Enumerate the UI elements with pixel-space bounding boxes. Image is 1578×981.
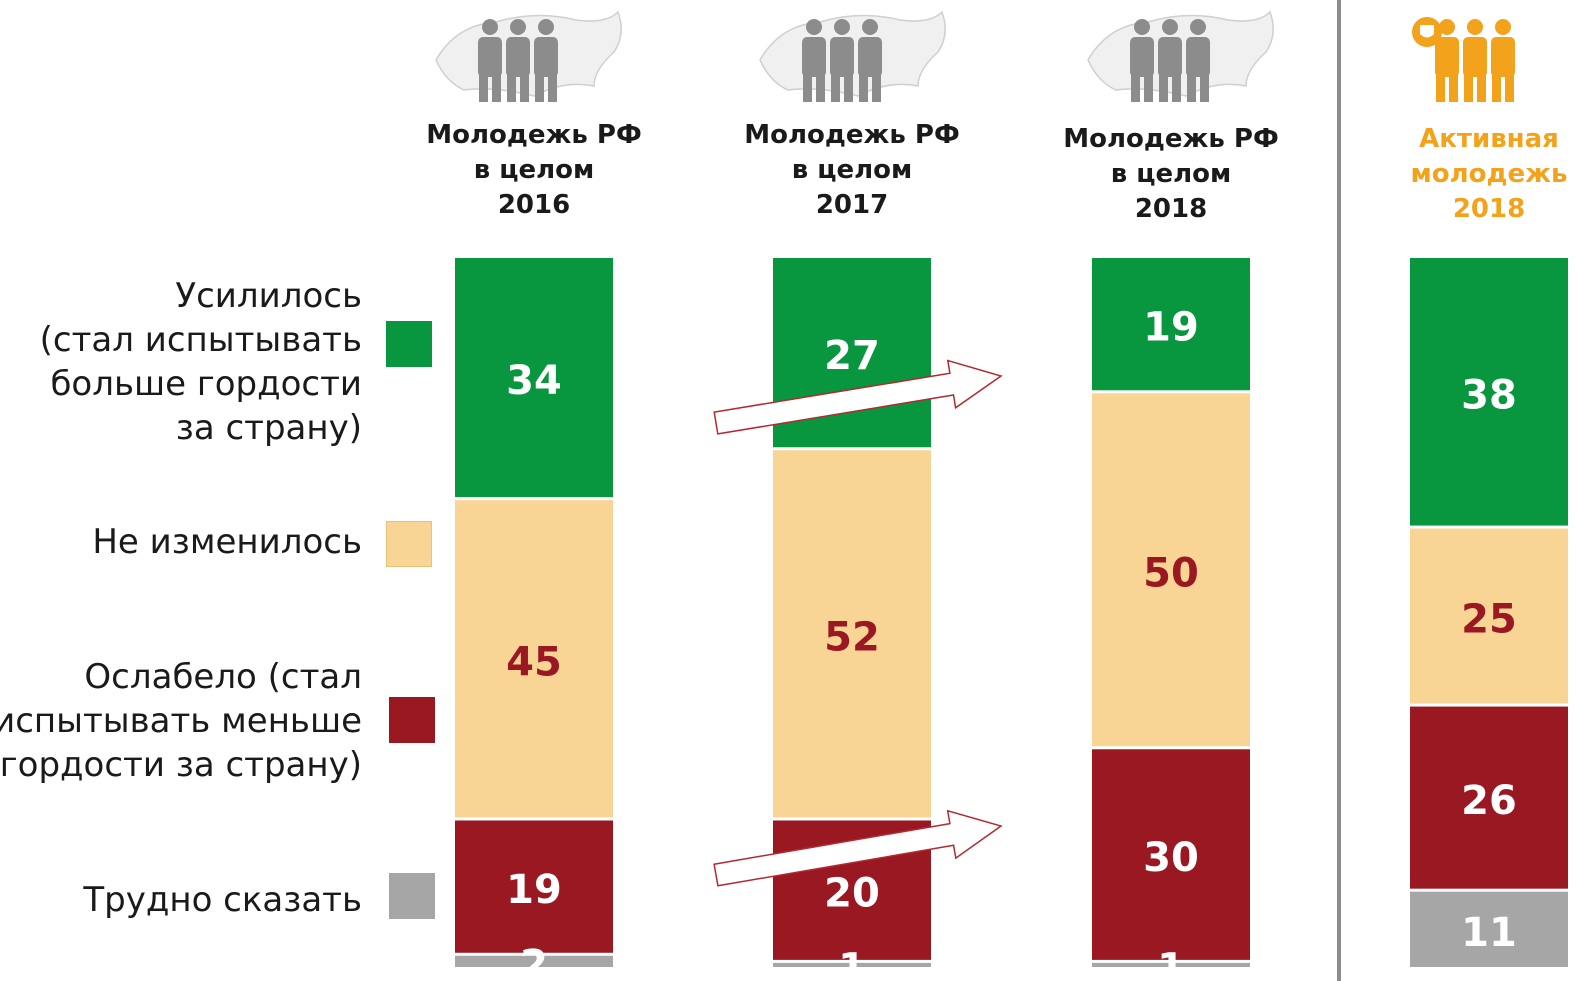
column-header-line: Молодежь РФ (744, 120, 960, 150)
legend-label-line: Ослабело (стал (84, 657, 362, 697)
column-header-line: 2017 (815, 190, 889, 220)
data-label-unchanged: 25 (1461, 597, 1517, 643)
column-header-line: 2016 (497, 190, 571, 220)
legend-label-line: Трудно сказать (83, 880, 362, 920)
bar-segment-hard_to_say (773, 962, 931, 967)
column-header-line: 2018 (1452, 194, 1526, 224)
column-header: Молодежь РФ в целом 2016 (404, 118, 664, 223)
bar-segment-hard_to_say (455, 955, 613, 967)
legend-swatch-unchanged (386, 521, 432, 567)
column-header: Молодежь РФ в целом 2018 (1041, 122, 1301, 227)
bar-segment-increased (455, 258, 613, 498)
data-label-decreased: 30 (1143, 835, 1199, 881)
bar-segment-hard_to_say (1410, 891, 1568, 967)
legend-swatch-increased (386, 321, 432, 367)
active-people-group-icon (1412, 17, 1515, 102)
data-label-decreased: 20 (824, 871, 880, 917)
data-label-decreased: 19 (506, 867, 562, 913)
bar-segment-unchanged (1410, 528, 1568, 704)
bar-segment-increased (1410, 258, 1568, 526)
column-header: Молодежь РФ в целом 2017 (722, 118, 982, 223)
column-header-line: Молодежь РФ (1063, 124, 1279, 154)
legend-label-increased: Усилилось (стал испытывать больше гордости… (40, 274, 362, 450)
data-label-hard_to_say: 1 (838, 945, 866, 981)
column-header: Активная молодежь 2018 (1359, 122, 1578, 227)
column-header-line: Активная (1419, 124, 1559, 154)
bar-segment-unchanged (1092, 393, 1250, 747)
legend-label-line: Не изменилось (92, 522, 362, 562)
data-label-hard_to_say: 11 (1461, 910, 1517, 956)
column-header-line: 2018 (1134, 194, 1208, 224)
legend-label-line: гордости за страну) (0, 745, 362, 785)
bar-segment-decreased (1092, 749, 1250, 960)
trend-arrow-increased (713, 359, 1003, 435)
data-label-hard_to_say: 2 (520, 942, 548, 981)
column-header-line: в целом (473, 155, 595, 185)
data-label-unchanged: 50 (1143, 550, 1199, 596)
bar-segment-unchanged (773, 450, 931, 818)
data-label-increased: 34 (506, 358, 562, 404)
data-label-hard_to_say: 1 (1157, 945, 1185, 981)
legend-swatch-hard_to_say (389, 873, 435, 919)
legend-label-line: Усилилось (175, 276, 362, 316)
legend-label-line: (стал испытывать (39, 320, 362, 360)
bar-segment-decreased (455, 820, 613, 953)
legend-swatch-decreased (389, 697, 435, 743)
legend-label-hard_to_say: Трудно сказать (83, 878, 362, 922)
column-header-line: молодежь (1410, 159, 1568, 189)
bar-segment-hard_to_say (1092, 962, 1250, 967)
legend-label-line: за страну) (175, 408, 362, 448)
people-group-icon (1087, 10, 1274, 102)
legend-label-unchanged: Не изменилось (92, 520, 362, 564)
data-label-unchanged: 52 (824, 614, 880, 660)
legend-label-line: больше гордости (50, 364, 362, 404)
legend-label-decreased: Ослабело (стал испытывать меньше гордости … (0, 655, 362, 787)
data-label-increased: 19 (1143, 305, 1199, 351)
data-label-unchanged: 45 (506, 639, 562, 685)
bar-segment-increased (1092, 258, 1250, 391)
trend-arrow-decreased (713, 809, 1003, 887)
data-label-decreased: 26 (1461, 778, 1517, 824)
legend-label-line: испытывать меньше (0, 701, 362, 741)
bar-segment-decreased (1410, 706, 1568, 889)
people-group-icon (435, 10, 622, 102)
column-header-line: Молодежь РФ (426, 120, 642, 150)
column-header-line: в целом (1110, 159, 1232, 189)
bar-segment-unchanged (455, 500, 613, 818)
people-group-icon (759, 10, 946, 102)
data-label-increased: 38 (1461, 372, 1517, 418)
data-label-increased: 27 (824, 333, 880, 379)
column-header-line: в целом (791, 155, 913, 185)
